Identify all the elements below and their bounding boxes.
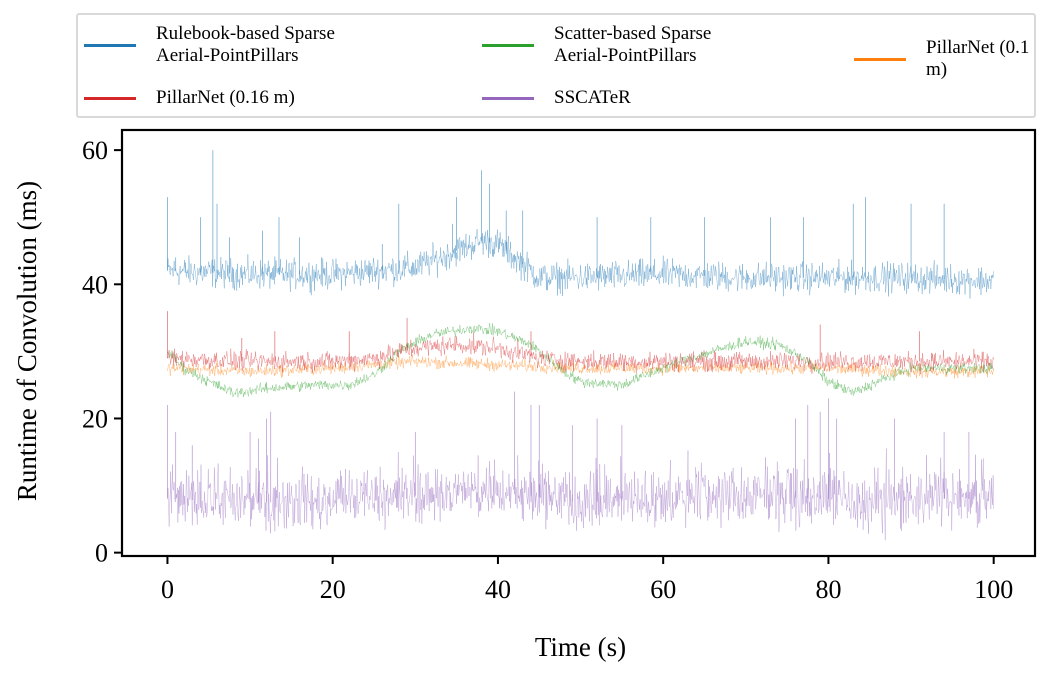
y-tick-label: 40 — [82, 270, 108, 299]
legend-entry: PillarNet (0.16 m) — [84, 87, 295, 109]
x-tick-label: 60 — [650, 575, 676, 604]
y-tick-label: 60 — [82, 136, 108, 165]
y-axis-label: Runtime of Convolution (ms) — [12, 181, 42, 501]
chart-legend: Rulebook-based Sparse Aerial-PointPillar… — [76, 13, 1036, 118]
legend-label: Rulebook-based Sparse Aerial-PointPillar… — [156, 23, 335, 66]
legend-label: PillarNet (0.1 m) — [926, 37, 1030, 80]
legend-label: Scatter-based Sparse Aerial-PointPillars — [554, 23, 712, 66]
legend-swatch — [84, 43, 136, 47]
y-tick-label: 0 — [95, 539, 108, 568]
legend-swatch — [854, 57, 906, 61]
legend-swatch — [482, 43, 534, 47]
legend-swatch — [482, 96, 534, 100]
x-tick-label: 80 — [815, 575, 841, 604]
legend-entry: Rulebook-based Sparse Aerial-PointPillar… — [84, 23, 335, 67]
series-line-1 — [167, 323, 994, 398]
series-line-3 — [167, 332, 994, 375]
legend-label: SSCATeR — [554, 87, 631, 108]
series-line-2 — [167, 354, 994, 379]
x-tick-label: 40 — [485, 575, 511, 604]
legend-entry: PillarNet (0.1 m) — [854, 37, 1034, 81]
legend-entry: SSCATeR — [482, 87, 631, 109]
legend-entry: Scatter-based Sparse Aerial-PointPillars — [482, 23, 711, 67]
legend-label: PillarNet (0.16 m) — [156, 87, 295, 108]
x-tick-label: 100 — [974, 575, 1013, 604]
legend-swatch — [84, 96, 136, 100]
plot-frame — [120, 128, 1037, 558]
series-line-0 — [167, 229, 994, 299]
series-line-4 — [167, 448, 994, 541]
x-tick-label: 20 — [320, 575, 346, 604]
x-axis-label: Time (s) — [535, 632, 626, 662]
x-tick-label: 0 — [161, 575, 174, 604]
y-tick-label: 20 — [82, 404, 108, 433]
